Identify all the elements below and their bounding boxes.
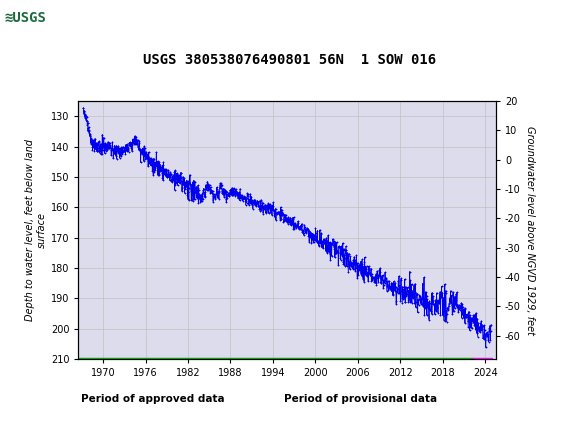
Y-axis label: Depth to water level, feet below land
surface: Depth to water level, feet below land su… bbox=[25, 139, 46, 321]
Bar bbox=[3, 3, 61, 34]
Text: USGS 380538076490801 56N  1 SOW 016: USGS 380538076490801 56N 1 SOW 016 bbox=[143, 53, 437, 67]
Text: Period of provisional data: Period of provisional data bbox=[284, 394, 437, 405]
Text: ≋USGS: ≋USGS bbox=[5, 11, 46, 25]
Text: Period of approved data: Period of approved data bbox=[81, 394, 225, 405]
Y-axis label: Groundwater level above NGVD 1929, feet: Groundwater level above NGVD 1929, feet bbox=[525, 126, 535, 335]
